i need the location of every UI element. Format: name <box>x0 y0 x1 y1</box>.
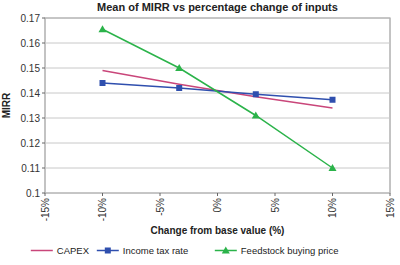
series-marker <box>100 80 106 86</box>
x-axis-title: Change from base value (%) <box>151 225 285 236</box>
grid-line <box>45 93 390 94</box>
x-tick <box>275 193 276 196</box>
chart-title: Mean of MIRR vs percentage change of inp… <box>97 1 338 13</box>
series-marker <box>175 64 183 71</box>
grid-line <box>45 68 390 69</box>
series-marker <box>252 112 260 119</box>
series-line <box>103 29 333 168</box>
x-tick-label: 0% <box>212 198 223 213</box>
y-tick-label: 0.16 <box>21 38 41 49</box>
x-tick-label: 5% <box>270 198 281 213</box>
plot-area <box>99 25 337 171</box>
legend-swatch <box>31 250 53 252</box>
series-marker <box>330 97 336 103</box>
plot-frame <box>45 18 390 193</box>
x-tick-label: 10% <box>327 198 338 218</box>
grid-line <box>45 168 390 169</box>
y-tick-label: 0.13 <box>21 113 41 124</box>
y-tick-label: 0.17 <box>21 13 41 24</box>
y-tick-label: 0.14 <box>21 88 41 99</box>
x-tick-label: 15% <box>385 198 396 218</box>
legend-marker <box>222 247 230 254</box>
legend-label: Income tax rate <box>123 245 188 256</box>
x-tick <box>390 193 391 196</box>
legend-marker <box>105 248 111 254</box>
x-tick <box>160 193 161 196</box>
y-tick <box>42 18 45 19</box>
y-tick <box>42 143 45 144</box>
legend-label: CAPEX <box>57 245 90 256</box>
series-marker <box>329 164 337 171</box>
series-marker <box>253 91 259 97</box>
y-tick <box>42 68 45 69</box>
x-tick-label: -15% <box>40 198 51 221</box>
series-marker <box>176 85 182 91</box>
series-marker <box>99 25 107 32</box>
y-tick <box>42 43 45 44</box>
x-tick <box>45 193 46 196</box>
y-tick-label: 0.12 <box>21 138 41 149</box>
grid-line <box>45 43 390 44</box>
x-tick <box>217 193 218 196</box>
grid-line <box>45 18 390 19</box>
legend-label: Feedstock buying price <box>241 245 339 256</box>
grid-line <box>45 143 390 144</box>
x-tick <box>332 193 333 196</box>
x-tick <box>102 193 103 196</box>
y-tick-label: 0.1 <box>26 188 40 199</box>
x-tick-label: -5% <box>155 198 166 216</box>
y-tick <box>42 168 45 169</box>
y-tick <box>42 118 45 119</box>
y-axis-title: MIRR <box>1 92 12 118</box>
x-tick-label: -10% <box>97 198 108 221</box>
grid-line <box>45 118 390 119</box>
legend: CAPEX Income tax rate Feedstock buying pri… <box>31 245 339 256</box>
y-tick-label: 0.11 <box>21 163 40 174</box>
y-tick <box>42 93 45 94</box>
y-tick-label: 0.15 <box>21 63 41 74</box>
series-line <box>103 71 333 109</box>
